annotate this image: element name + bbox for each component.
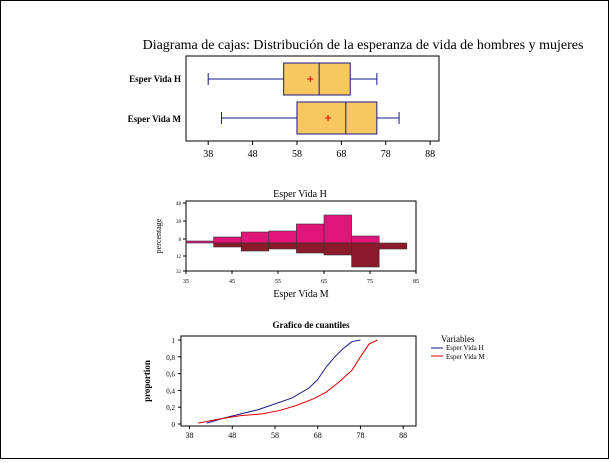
histogram-bar-m xyxy=(323,242,352,256)
histogram-bar-m xyxy=(296,242,325,254)
hist-x-tick-label: 55 xyxy=(275,279,281,285)
quantile-y-tick-label: 0,2 xyxy=(166,404,175,412)
box-iqr xyxy=(296,101,378,135)
box-label-h: Esper Vida H xyxy=(129,74,181,84)
histogram-title: Esper Vida H xyxy=(273,189,327,200)
box-iqr xyxy=(283,62,351,96)
quantile-line-m xyxy=(197,339,378,424)
quantile-y-tick-label: 0,8 xyxy=(166,354,175,362)
box-plot-frame xyxy=(185,55,440,142)
quantile-x-tick-label: 78 xyxy=(356,431,364,440)
hist-y-tick-label: 48 xyxy=(176,202,182,207)
x-tick-label: 58 xyxy=(292,149,302,160)
histogram-bar-m xyxy=(351,242,380,268)
quantile-x-tick-label: 68 xyxy=(314,431,322,440)
box-plot-title: Diagrama de cajas: Distribución de la es… xyxy=(143,38,584,53)
box-label-m: Esper Vida M xyxy=(128,114,182,124)
histogram-ylabel: percentage xyxy=(154,218,163,253)
quantile-lines xyxy=(197,339,378,424)
hist-x-tick-label: 75 xyxy=(367,279,373,285)
legend-title: Variables xyxy=(441,334,475,344)
x-tick-label: 68 xyxy=(336,149,346,160)
histogram-bar-m xyxy=(268,242,297,250)
quantile-frame xyxy=(180,335,417,427)
quantile-legend: Variables Esper Vida H Esper Vida M xyxy=(431,334,485,361)
histogram-bar-h xyxy=(268,230,297,244)
quantile-x-tick-label: 48 xyxy=(228,431,236,440)
x-tick-label: 38 xyxy=(203,149,213,160)
x-tick-label: 48 xyxy=(248,149,258,160)
histogram-xlabel: Esper Vida M xyxy=(273,289,328,300)
box-plot-chart: Diagrama de cajas: Distribución de la es… xyxy=(128,38,584,160)
histogram-bar-h xyxy=(213,236,242,244)
histogram-bar-m xyxy=(213,242,242,248)
quantile-title: Grafico de cuantiles xyxy=(273,320,350,330)
hist-y-tick-label: 8 xyxy=(179,238,182,243)
quantile-y-tick-label: 0,4 xyxy=(166,387,175,395)
histogram-chart: Esper Vida H percentage Esper Vida M 35 4… xyxy=(154,189,419,300)
histogram-bar-m xyxy=(240,242,270,252)
x-tick-label: 88 xyxy=(425,149,435,160)
legend-label-m: Esper Vida M xyxy=(446,353,485,361)
hist-x-tick-label: 45 xyxy=(229,279,235,285)
histogram-bar-m xyxy=(378,242,408,250)
histogram-bar-h xyxy=(185,240,214,244)
quantile-chart: Grafico de cuantiles proportion 38 48 58 68… xyxy=(142,320,485,440)
quantile-x-tick-label: 38 xyxy=(186,431,194,440)
hist-x-tick-label: 35 xyxy=(183,279,189,285)
histogram-bar-h xyxy=(296,223,325,244)
quantile-x-tick-label: 88 xyxy=(399,431,407,440)
histogram-bars xyxy=(185,214,408,268)
box-x-ticks: 38 48 58 68 78 88 xyxy=(203,141,435,160)
quantile-ticks: 38 48 58 68 78 88 0 0,2 0,4 0,6 0,8 1 xyxy=(166,337,407,440)
quantile-line-h xyxy=(206,339,361,424)
hist-y-tick-label: 12 xyxy=(176,255,182,260)
x-tick-label: 78 xyxy=(381,149,391,160)
box-marks xyxy=(207,62,400,135)
legend-label-h: Esper Vida H xyxy=(446,344,484,352)
quantile-y-tick-label: 1 xyxy=(172,337,176,345)
histogram-bar-h xyxy=(351,235,380,244)
histogram-frame xyxy=(185,200,417,272)
quantile-y-tick-label: 0,6 xyxy=(166,371,175,379)
hist-x-tick-label: 65 xyxy=(321,279,327,285)
histogram-ticks: 35 45 55 65 75 85 48 28 8 12 32 xyxy=(176,202,419,285)
histogram-bar-h xyxy=(323,214,352,244)
quantile-y-tick-label: 0 xyxy=(172,421,176,429)
histogram-bar-h xyxy=(240,231,270,244)
hist-y-tick-label: 32 xyxy=(176,270,182,275)
quantile-ylabel: proportion xyxy=(142,360,152,402)
hist-x-tick-label: 85 xyxy=(413,279,419,285)
quantile-x-tick-label: 58 xyxy=(271,431,279,440)
hist-y-tick-label: 28 xyxy=(176,220,182,225)
